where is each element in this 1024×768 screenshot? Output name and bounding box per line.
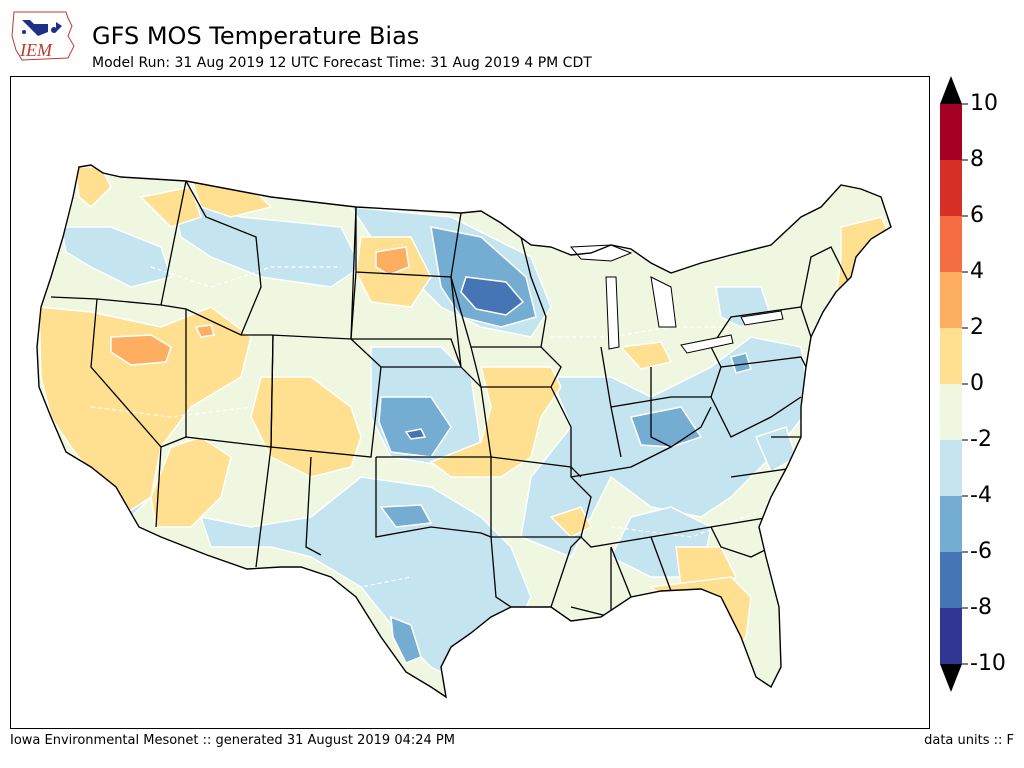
colorbar-tick-label: -4 [970,483,992,508]
colorbar-tick-label: -8 [970,595,992,620]
colorbar-graphic [940,76,968,692]
colorbar-tick-label: 2 [970,315,984,340]
map-title: GFS MOS Temperature Bias [92,22,420,50]
colorbar-segment [940,440,962,496]
colorbar-tick-label: 8 [970,147,984,172]
map-frame [10,76,930,729]
colorbar [936,76,1024,696]
footer-units: data units :: F [924,733,1014,748]
logo-text: IEM [19,40,53,60]
bias-contours [38,166,891,678]
colorbar-extend-high [940,76,962,104]
bias-map [36,164,892,698]
colorbar-tick-label: -2 [970,427,992,452]
colorbar-tick-label: 4 [970,259,984,284]
colorbar-segment [940,496,962,552]
colorbar-tick-label: -6 [970,539,992,564]
colorbar-segment [940,216,962,272]
colorbar-tick-label: 6 [970,203,984,228]
colorbar-segment [940,160,962,216]
colorbar-tick-label: 10 [970,91,998,116]
colorbar-segment [940,272,962,328]
iem-logo: IEM [8,6,78,66]
colorbar-segment [940,384,962,440]
colorbar-segment [940,328,962,384]
great-lakes [569,244,784,354]
colorbar-segment [940,608,962,664]
map-subtitle: Model Run: 31 Aug 2019 12 UTC Forecast T… [92,55,592,71]
colorbar-tick-label: -10 [970,651,1006,676]
colorbar-extend-low [940,664,962,692]
colorbar-segment [940,552,962,608]
colorbar-segment [940,104,962,160]
footer-credit: Iowa Environmental Mesonet :: generated … [10,733,455,748]
colorbar-tick-label: 0 [970,371,984,396]
